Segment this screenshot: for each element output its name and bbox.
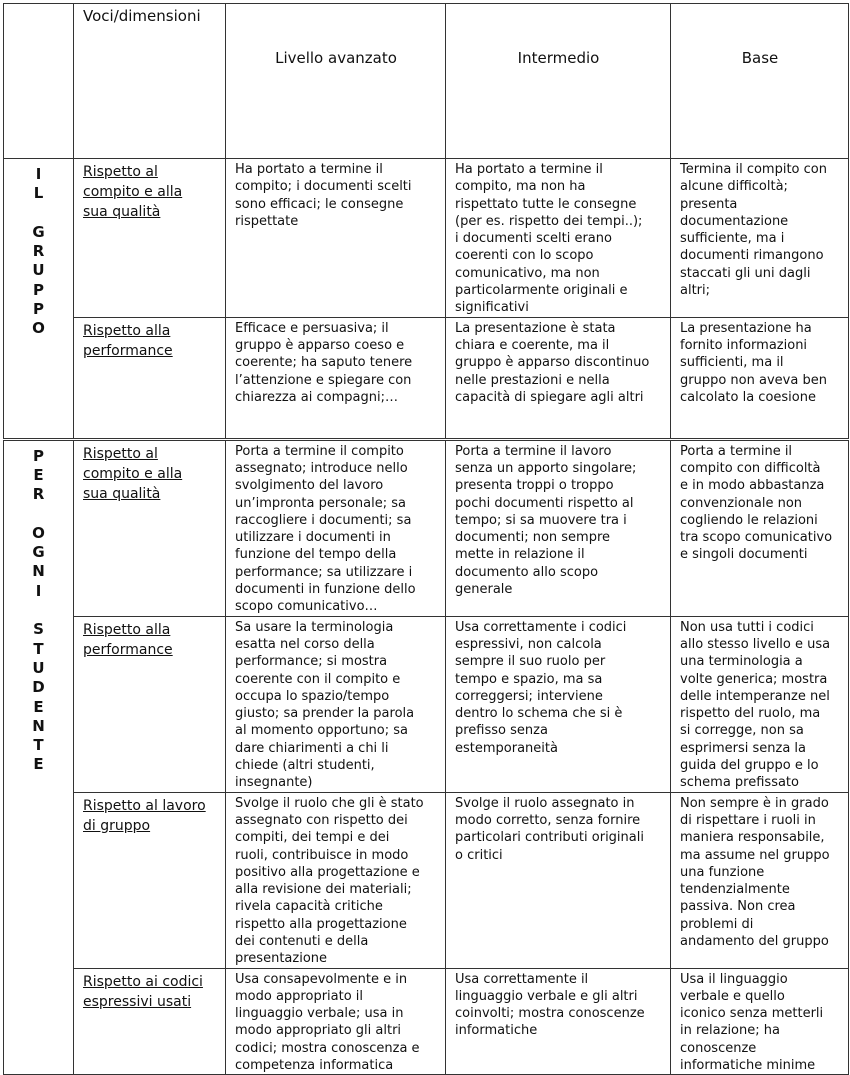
header-level-intermediate: Intermedio — [445, 3, 671, 159]
cell-intermediate: Usa correttamente il linguaggio verbale … — [445, 967, 671, 1075]
cell-base: Non sempre è in grado di rispettare i ru… — [670, 791, 849, 969]
header-voci: Voci/dimensioni — [73, 3, 226, 159]
cell-intermediate: Porta a termine il lavoro senza un appor… — [445, 437, 671, 617]
corner-cell — [3, 3, 74, 159]
cell-advanced: Porta a termine il compito assegnato; in… — [225, 437, 446, 617]
rubric-table: Voci/dimensioni Livello avanzato Interme… — [3, 3, 849, 1075]
dimension-label: Rispetto alla performance — [73, 316, 226, 440]
header-row: Voci/dimensioni Livello avanzato Interme… — [3, 3, 849, 159]
table-row: I L G R U P P O Rispetto al compito e al… — [3, 158, 849, 440]
table-row: Rispetto alla performance Sa usare la te… — [4, 615, 849, 793]
dimension-label: Rispetto ai codici espressivi usati — [73, 967, 226, 1075]
cell-base: La presentazione ha fornito informazioni… — [670, 316, 849, 440]
cell-advanced: Usa consapevolmente e in modo appropriat… — [225, 967, 446, 1075]
cell-base: Usa il linguaggio verbale e quello iconi… — [670, 967, 849, 1075]
group-label: I L G R U P P O — [3, 158, 74, 440]
cell-intermediate: Ha portato a termine il compito, ma non … — [445, 158, 671, 318]
cell-base: Termina il compito con alcune difficoltà… — [670, 158, 849, 318]
table-row: Rispetto alla performance Efficace e per… — [4, 316, 849, 440]
cell-advanced: Svolge il ruolo che gli è stato assegnat… — [225, 791, 446, 969]
header-level-base: Base — [670, 3, 849, 159]
dimension-label: Rispetto alla performance — [73, 615, 226, 793]
dimension-label: Rispetto al compito e alla sua qualità — [73, 158, 226, 318]
table-row: Rispetto ai codici espressivi usati Usa … — [4, 967, 849, 1075]
cell-intermediate: La presentazione è stata chiara e coeren… — [445, 316, 671, 440]
cell-advanced: Ha portato a termine il compito; i docum… — [225, 158, 446, 318]
cell-advanced: Sa usare la terminologia esatta nel cors… — [225, 615, 446, 793]
table-row: P E R O G N I S T U D E N T E Rispetto a… — [3, 437, 849, 1075]
group-label: P E R O G N I S T U D E N T E — [3, 437, 74, 1075]
cell-intermediate: Usa correttamente i codici espressivi, n… — [445, 615, 671, 793]
cell-intermediate: Svolge il ruolo assegnato in modo corret… — [445, 791, 671, 969]
table-row: Rispetto al lavoro di gruppo Svolge il r… — [4, 791, 849, 969]
dimension-label: Rispetto al compito e alla sua qualità — [73, 437, 226, 617]
header-level-advanced: Livello avanzato — [225, 3, 446, 159]
cell-base: Porta a termine il compito con difficolt… — [670, 437, 849, 617]
cell-advanced: Efficace e persuasiva; il gruppo è appar… — [225, 316, 446, 440]
cell-base: Non usa tutti i codici allo stesso livel… — [670, 615, 849, 793]
dimension-label: Rispetto al lavoro di gruppo — [73, 791, 226, 969]
